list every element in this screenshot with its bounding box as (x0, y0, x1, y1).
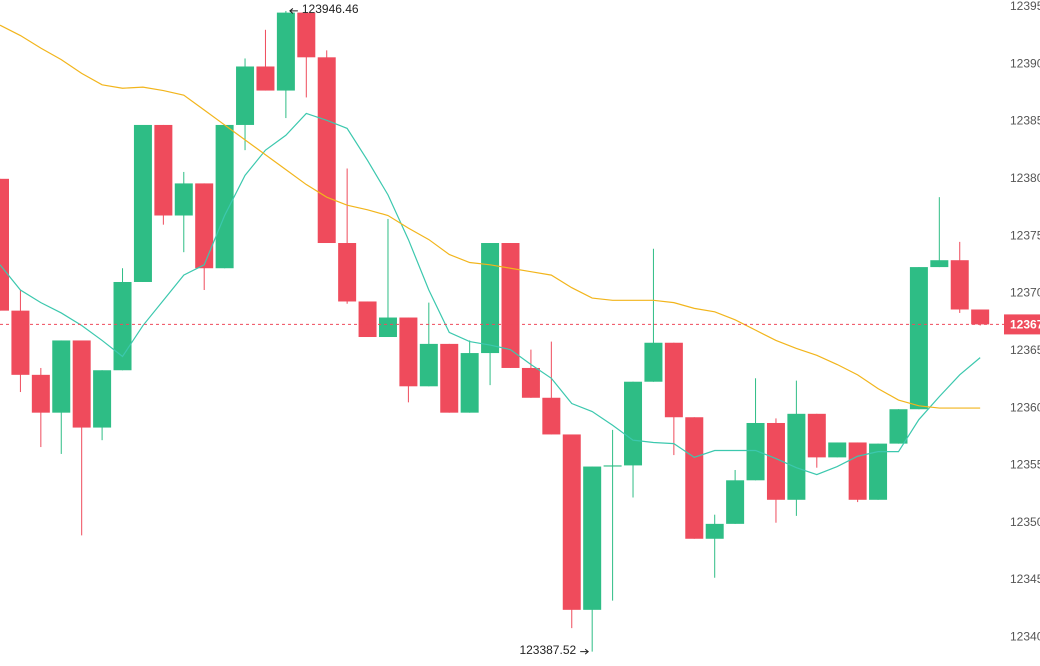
candle-body (399, 317, 418, 387)
candle-body (154, 124, 173, 216)
candle-body (317, 57, 336, 244)
candle-body (174, 183, 193, 216)
candle-body (297, 12, 316, 58)
candle-body (11, 310, 30, 375)
y-tick-label: 123500 (1010, 515, 1040, 529)
candle-body (787, 413, 806, 500)
candle-body (378, 317, 397, 338)
candle-body (276, 12, 295, 91)
y-tick-label: 123600 (1010, 400, 1040, 414)
y-tick-label: 123950 (1010, 0, 1040, 13)
candle-body (113, 281, 132, 371)
last-price-label: 123673 (1010, 318, 1040, 332)
candle-body (215, 124, 234, 269)
low-arrow (580, 648, 589, 655)
moving-average-line (0, 112, 981, 476)
low-label: 123387.52 (519, 643, 576, 657)
candle-body (0, 178, 9, 311)
y-tick-label: 123800 (1010, 171, 1040, 185)
high-arrow (289, 8, 298, 14)
candle-body (93, 370, 112, 428)
candle-body (705, 523, 724, 539)
candle-body (828, 442, 847, 458)
y-tick-label: 123750 (1010, 228, 1040, 242)
candle-body (624, 381, 643, 466)
y-tick-label: 123700 (1010, 286, 1040, 300)
y-tick-label: 123400 (1010, 630, 1040, 644)
candle-body (72, 340, 91, 428)
candle-body (909, 267, 928, 410)
candle-body (256, 66, 275, 91)
candle-body (685, 417, 704, 539)
y-tick-label: 123450 (1010, 572, 1040, 586)
candle-body (195, 183, 214, 269)
candle-body (664, 342, 683, 418)
candle-body (603, 465, 622, 467)
candle-body (766, 422, 785, 500)
high-label: 123946.46 (302, 2, 359, 16)
candle-body (31, 374, 50, 413)
candle-body (583, 466, 602, 610)
y-tick-label: 123650 (1010, 343, 1040, 357)
candle-body (521, 367, 540, 398)
candle-body (236, 66, 255, 125)
candle-body (869, 443, 888, 500)
candle-body (419, 343, 438, 387)
y-tick-label: 123550 (1010, 458, 1040, 472)
candle-body (746, 422, 765, 481)
y-tick-label: 123900 (1010, 56, 1040, 70)
moving-average-line (0, 24, 981, 409)
candle-body (542, 397, 561, 435)
candle-body (644, 342, 663, 382)
candle-body (358, 301, 377, 338)
candle-body (807, 413, 826, 458)
candle-body (950, 260, 969, 310)
candle-body (440, 343, 459, 413)
candle-body (460, 353, 479, 413)
candle-body (562, 434, 581, 610)
last-price-box (1004, 314, 1040, 335)
y-tick-label: 123850 (1010, 114, 1040, 128)
candle-body (930, 260, 949, 268)
candle-body (501, 243, 520, 368)
candle-body (481, 243, 500, 354)
candle-body (133, 124, 152, 282)
candle-body (338, 243, 357, 302)
candle-body (971, 309, 990, 325)
candle-body (726, 480, 745, 524)
candle-body (848, 442, 867, 500)
candle-body (52, 340, 71, 413)
candle-body (889, 409, 908, 444)
